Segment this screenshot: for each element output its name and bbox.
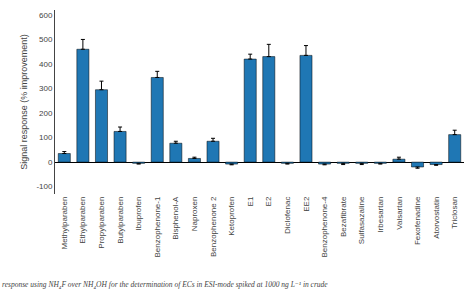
svg-text:Bisphenol-A: Bisphenol-A (171, 196, 180, 240)
svg-text:Ibuprofen: Ibuprofen (134, 197, 143, 231)
svg-text:Naproxen: Naproxen (190, 197, 199, 232)
svg-text:Sulfasazaline: Sulfasazaline (357, 196, 366, 244)
svg-text:Methylparaben: Methylparaben (60, 197, 69, 250)
svg-text:Valsartan: Valsartan (395, 197, 404, 230)
svg-text:Triclosan: Triclosan (450, 197, 459, 229)
svg-text:response using NH₄F over NH₄OH: response using NH₄F over NH₄OH for the d… (2, 280, 328, 289)
svg-text:200: 200 (39, 109, 53, 118)
svg-text:600: 600 (39, 11, 53, 20)
svg-text:E2: E2 (264, 196, 273, 206)
svg-text:400: 400 (39, 60, 53, 69)
svg-text:Signal response (% improvement: Signal response (% improvement) (19, 34, 29, 170)
svg-text:Fexofenadine: Fexofenadine (413, 196, 422, 245)
svg-text:Bezafibrate: Bezafibrate (339, 196, 348, 237)
svg-text:Propylparaben: Propylparaben (97, 197, 106, 249)
svg-text:Benzophenone-4: Benzophenone-4 (320, 196, 329, 257)
svg-text:Ketoprofen: Ketoprofen (227, 197, 236, 236)
svg-text:EE2: EE2 (302, 196, 311, 212)
svg-text:Benzophenone 2: Benzophenone 2 (209, 196, 218, 257)
svg-text:Butylparaben: Butylparaben (116, 197, 125, 244)
svg-text:Ethylparaben: Ethylparaben (78, 197, 87, 244)
svg-text:Atorvostatin: Atorvostatin (432, 197, 441, 239)
svg-text:0: 0 (48, 158, 53, 167)
svg-text:Irbesartan: Irbesartan (376, 197, 385, 233)
svg-text:Diclofenac: Diclofenac (283, 197, 292, 234)
svg-text:E1: E1 (246, 196, 255, 206)
svg-text:Benzophenone-1: Benzophenone-1 (153, 196, 162, 257)
svg-text:500: 500 (39, 35, 53, 44)
svg-text:100: 100 (39, 133, 53, 142)
svg-text:-100: -100 (36, 182, 53, 191)
svg-text:300: 300 (39, 84, 53, 93)
